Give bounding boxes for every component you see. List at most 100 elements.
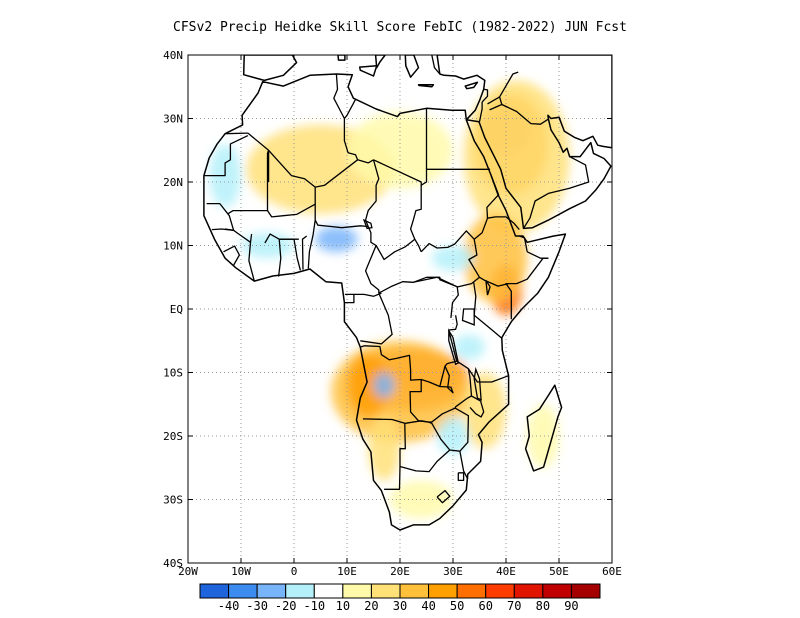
y-tick-label: 40S [163, 557, 183, 570]
skill-region-ethiopia-yellow [463, 213, 528, 303]
colorbar-swatch [256, 583, 287, 599]
colorbar-swatch [313, 583, 344, 599]
x-tick-label: 10E [337, 565, 357, 578]
country-border [343, 118, 359, 161]
colorbar-label: 10 [336, 599, 350, 613]
country-border [489, 103, 549, 125]
country-border [225, 132, 248, 135]
colorbar-label: -30 [246, 599, 268, 613]
skill-region-arabia-outer [463, 80, 570, 233]
country-border [409, 185, 422, 253]
colorbar-swatch [513, 583, 544, 599]
colorbar: -40 -30 -20 -10 10 20 30 40 50 60 70 80 90 [199, 583, 601, 613]
colorbar-label: 70 [507, 599, 521, 613]
colorbar-label: 30 [393, 599, 407, 613]
colorbar-label: 90 [564, 599, 578, 613]
country-border [522, 156, 590, 229]
colorbar-swatch [542, 583, 572, 599]
country-border [225, 228, 253, 243]
country-border [473, 216, 520, 240]
lake-outline [362, 218, 373, 230]
x-tick-label: 20W [178, 565, 198, 578]
country-border [439, 365, 454, 394]
colorbar-swatch [485, 583, 515, 599]
colorbar-swatch [428, 583, 458, 599]
colorbar-label: 60 [478, 599, 492, 613]
country-border [360, 292, 393, 345]
x-tick-label: 50E [549, 565, 569, 578]
y-tick-label: 30S [163, 494, 183, 507]
skill-region-mozambique-yellow [463, 372, 506, 449]
skill-region-sudan-blue [431, 245, 475, 271]
country-border [454, 407, 470, 480]
y-tick-label: 30N [163, 113, 183, 126]
country-border [436, 489, 451, 504]
y-tick-label: 10N [163, 240, 183, 253]
coastline-sardinia [337, 55, 346, 61]
y-tick-label: 20N [163, 176, 183, 189]
coastline-cyprus [464, 81, 479, 90]
coastline-africa [203, 73, 567, 531]
colorbar-label: 40 [421, 599, 435, 613]
coastline-sicily [358, 65, 378, 77]
y-tick-label: 20S [163, 430, 183, 443]
country-border [498, 71, 519, 105]
country-border [421, 360, 457, 388]
country-border [413, 276, 458, 288]
colorbar-label: -10 [303, 599, 325, 613]
country-border [399, 449, 451, 473]
skill-region-madagascar-yellow [527, 404, 559, 468]
x-tick-label: 40E [496, 565, 516, 578]
country-border [481, 88, 489, 103]
country-border [364, 159, 380, 227]
country-border [431, 55, 441, 75]
y-tick-label: 10S [163, 367, 183, 380]
colorbar-swatch [456, 583, 487, 599]
country-border [344, 294, 355, 304]
country-border [364, 226, 380, 294]
country-borders [203, 55, 590, 504]
country-border [362, 418, 406, 490]
colorbar-swatch [570, 583, 601, 599]
colorbar-swatch [228, 583, 258, 599]
country-border [457, 472, 465, 482]
country-border [473, 282, 503, 339]
country-border [206, 202, 235, 231]
lake-outline [485, 280, 491, 296]
country-border [307, 220, 316, 269]
country-border [478, 102, 483, 122]
colorbar-swatch [399, 583, 430, 599]
x-tick-label: 10W [231, 565, 251, 578]
country-border [450, 286, 459, 318]
x-tick-label: 60E [602, 565, 622, 578]
lake-outline [461, 308, 475, 326]
country-border [360, 345, 422, 422]
map-title: CFSv2 Precip Heidke Skill Score FebIC (1… [173, 20, 627, 35]
coastline-greece [404, 55, 420, 78]
colorbar-label: 80 [536, 599, 550, 613]
country-border [505, 282, 512, 320]
colorbar-swatch [199, 583, 230, 599]
coastline-italy [374, 55, 386, 69]
country-border [378, 276, 458, 294]
coastline-madagascar [524, 384, 563, 472]
colorbar-label: -20 [275, 599, 297, 613]
coastline-crete [417, 84, 435, 88]
coastline-iberia [242, 55, 298, 82]
colorbar-label: 20 [364, 599, 378, 613]
colorbar-swatch [370, 583, 401, 599]
country-border [264, 233, 299, 244]
country-border [203, 135, 249, 177]
y-tick-label: EQ [170, 303, 183, 316]
country-border [469, 395, 485, 418]
skill-region-southafrica-yellow [389, 480, 454, 519]
x-tick-label: 30E [443, 565, 463, 578]
country-border [301, 235, 308, 270]
country-border [333, 73, 345, 119]
skill-region-angola-blue [373, 372, 395, 398]
skill-region-tanzania-blue [453, 334, 485, 360]
colorbar-swatch [285, 583, 315, 599]
country-border [448, 315, 458, 331]
country-border [375, 238, 416, 261]
